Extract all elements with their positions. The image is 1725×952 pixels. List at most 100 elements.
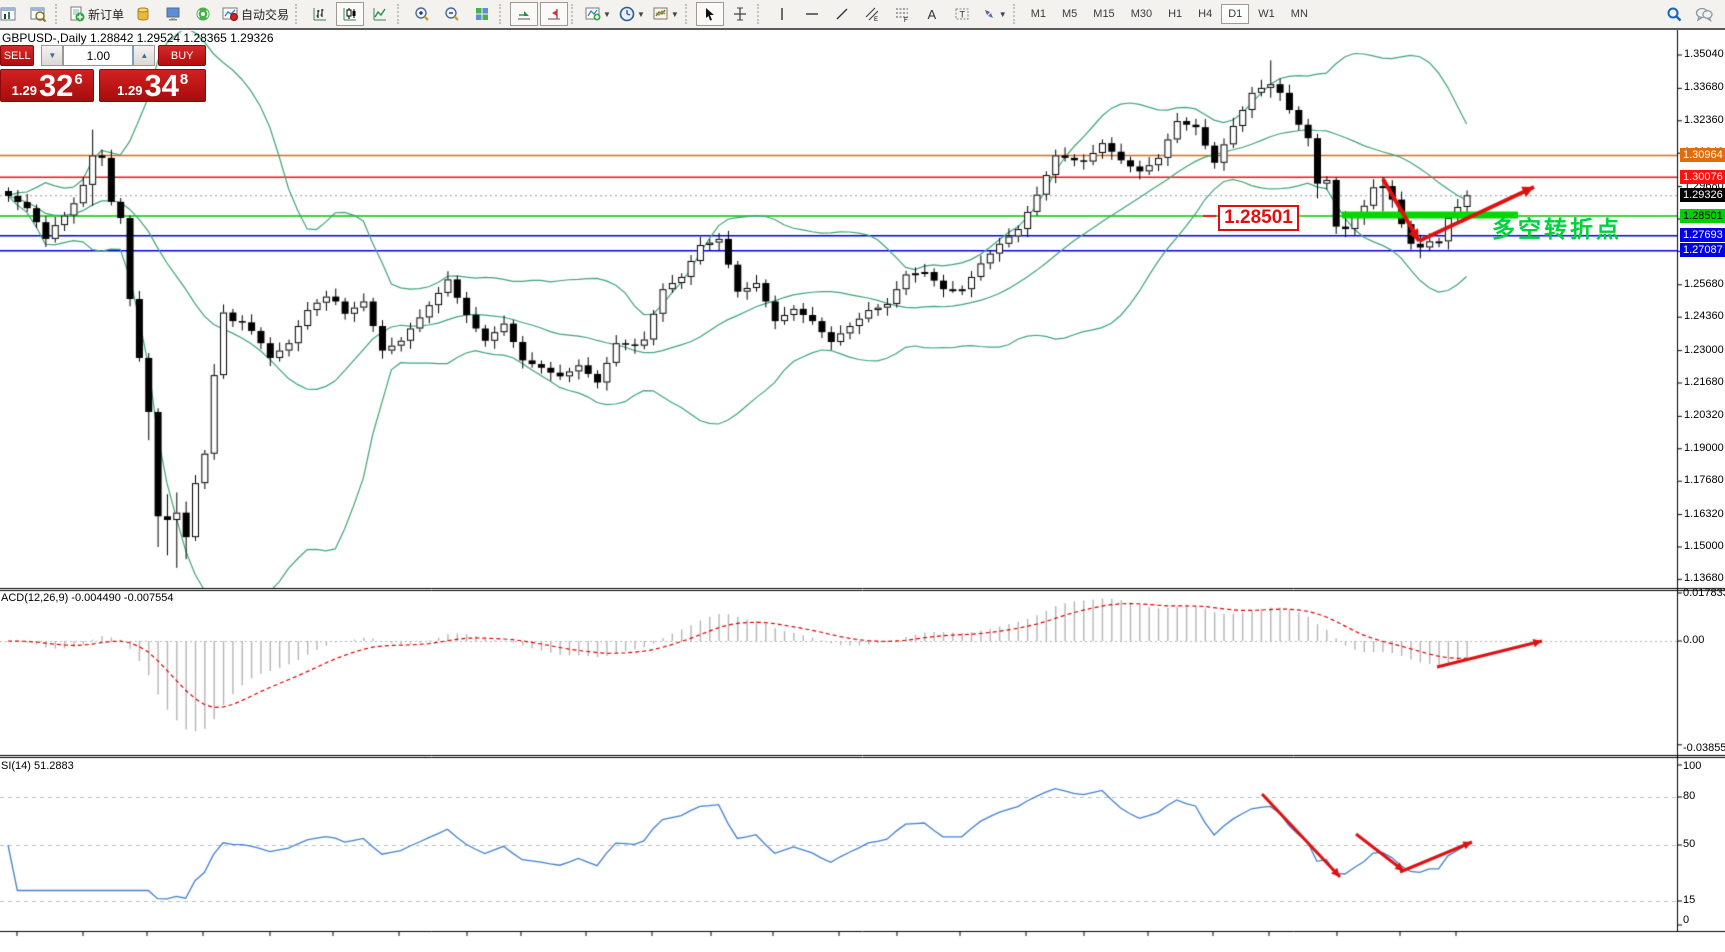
crosshair-button[interactable] bbox=[726, 2, 754, 26]
autotrading-button[interactable]: 自动交易 bbox=[219, 2, 292, 26]
price-badge: 1.30964 bbox=[1680, 148, 1725, 163]
equidistant-channel-button[interactable]: E bbox=[858, 2, 886, 26]
toolbar-grip bbox=[499, 4, 505, 24]
rsi-scale-50: 50 bbox=[1683, 838, 1696, 850]
trend-note-text[interactable]: 多空转折点 bbox=[1492, 216, 1622, 242]
zoom-out-button[interactable] bbox=[438, 2, 466, 26]
sell-price-pip: 6 bbox=[74, 71, 83, 88]
buy-price-pip: 8 bbox=[179, 71, 189, 88]
toolbar-grip bbox=[55, 4, 61, 24]
price-tick-label: 1.21680 bbox=[1684, 375, 1724, 388]
arrows-dropdown-caret[interactable]: ▼ bbox=[998, 9, 1007, 19]
periods-button[interactable]: ▼ bbox=[616, 2, 648, 26]
timeframe-h1[interactable]: H1 bbox=[1168, 8, 1183, 20]
one-click-trading-panel: SELL ▼ 1.00 ▲ BUY 1.29 32 6 1.29 34 8 bbox=[0, 45, 206, 102]
autotrading-label: 自动交易 bbox=[241, 7, 290, 22]
notifications-icon[interactable] bbox=[189, 2, 217, 26]
timeframe-mn[interactable]: MN bbox=[1290, 8, 1308, 20]
indicators-dropdown-caret[interactable]: ▼ bbox=[603, 9, 611, 19]
history-center-icon[interactable] bbox=[129, 2, 157, 26]
timeframe-d1[interactable]: D1 bbox=[1221, 4, 1250, 24]
price-tick-label: 1.33680 bbox=[1684, 81, 1724, 94]
price-tick-label: 1.16320 bbox=[1684, 507, 1724, 520]
indicators-button[interactable]: ▼ bbox=[582, 2, 614, 26]
svg-text:E: E bbox=[874, 17, 878, 22]
support-price-annotation[interactable]: 1.28501 bbox=[1218, 205, 1299, 231]
volume-input[interactable]: 1.00 bbox=[63, 45, 134, 66]
arrows-button[interactable]: ▼ bbox=[978, 2, 1010, 26]
candlestick-chart-button[interactable] bbox=[336, 2, 365, 26]
templates-dropdown-caret[interactable]: ▼ bbox=[670, 9, 679, 19]
chart-title: GBPUSD-,Daily 1.28842 1.29524 1.28365 1.… bbox=[2, 31, 274, 45]
price-tick-label: 1.35040 bbox=[1684, 48, 1724, 60]
price-badge: 1.29326 bbox=[1680, 188, 1725, 203]
svg-text:F: F bbox=[904, 18, 908, 22]
price-tick-label: 1.15000 bbox=[1684, 539, 1724, 552]
text-button[interactable]: A bbox=[927, 6, 937, 22]
buy-price-box[interactable]: 1.29 34 8 bbox=[99, 69, 206, 102]
sell-button[interactable]: SELL bbox=[0, 45, 35, 66]
tile-windows-button[interactable] bbox=[468, 2, 496, 26]
svg-text:T: T bbox=[959, 10, 965, 20]
timeframe-m1[interactable]: M1 bbox=[1030, 8, 1046, 20]
rsi-scale-80: 80 bbox=[1683, 790, 1696, 802]
chart-window-icon[interactable] bbox=[0, 2, 22, 26]
periods-dropdown-caret[interactable]: ▼ bbox=[636, 9, 645, 19]
price-badge: 1.27087 bbox=[1680, 243, 1725, 258]
sell-price-prefix: 1.29 bbox=[11, 83, 37, 98]
new-order-button[interactable]: 新订单 bbox=[66, 2, 127, 26]
data-window-icon[interactable] bbox=[24, 2, 52, 26]
volume-increase-button[interactable]: ▲ bbox=[133, 45, 156, 66]
fibonacci-button[interactable]: F bbox=[888, 2, 916, 26]
timeframe-m15[interactable]: M15 bbox=[1093, 8, 1115, 20]
community-icon[interactable] bbox=[1690, 2, 1718, 26]
cursor-button[interactable] bbox=[695, 2, 724, 26]
horizontal-line-button[interactable] bbox=[798, 2, 826, 26]
toolbar-grip bbox=[571, 4, 577, 24]
buy-price-big: 34 bbox=[144, 68, 179, 103]
zoom-in-button[interactable] bbox=[408, 2, 436, 26]
buy-button[interactable]: BUY bbox=[158, 45, 206, 66]
rsi-scale-0: 0 bbox=[1683, 914, 1690, 926]
price-badge: 1.27693 bbox=[1680, 228, 1725, 243]
macd-scale-max: 0.017833 bbox=[1683, 587, 1725, 599]
rsi-scale-100: 100 bbox=[1683, 760, 1702, 772]
line-chart-button[interactable] bbox=[366, 2, 394, 26]
terminal-icon[interactable] bbox=[159, 2, 187, 26]
toolbar-grip bbox=[295, 4, 301, 24]
volume-decrease-button[interactable]: ▼ bbox=[41, 45, 64, 66]
timeframe-w1[interactable]: W1 bbox=[1258, 8, 1275, 20]
price-tick-label: 1.13680 bbox=[1684, 572, 1724, 585]
price-badge: 1.30076 bbox=[1680, 169, 1725, 184]
sell-price-box[interactable]: 1.29 32 6 bbox=[0, 69, 95, 102]
price-tick-label: 1.24360 bbox=[1684, 310, 1724, 323]
bar-chart-button[interactable] bbox=[306, 2, 334, 26]
main-toolbar: 新订单 自动交易 ▼ ▼ bbox=[0, 0, 1725, 30]
price-tick-label: 1.17680 bbox=[1684, 474, 1724, 487]
toolbar-grip bbox=[1012, 4, 1019, 24]
timeframe-m5[interactable]: M5 bbox=[1062, 8, 1078, 20]
macd-scale-min: -0.038559 bbox=[1683, 742, 1725, 754]
price-badge: 1.28501 bbox=[1680, 208, 1725, 223]
timeframe-group: M1 M5 M15 M30 H1 H4 D1 W1 MN bbox=[1023, 4, 1316, 24]
trendline-button[interactable] bbox=[828, 2, 856, 26]
price-tick-label: 1.19000 bbox=[1684, 441, 1724, 454]
toolbar-grip bbox=[684, 4, 691, 24]
rsi-label: SI(14) 51.2883 bbox=[1, 760, 74, 772]
text-label-button[interactable]: T bbox=[948, 2, 976, 26]
auto-scroll-button[interactable] bbox=[510, 2, 539, 26]
search-icon[interactable] bbox=[1660, 2, 1688, 26]
toolbar-grip bbox=[397, 4, 403, 24]
timeframe-m30[interactable]: M30 bbox=[1130, 8, 1153, 20]
price-tick-label: 1.25680 bbox=[1684, 277, 1724, 290]
price-tick-label: 1.20320 bbox=[1684, 409, 1724, 422]
templates-button[interactable]: ▼ bbox=[650, 2, 682, 26]
vertical-line-button[interactable] bbox=[768, 2, 796, 26]
chart-shift-button[interactable] bbox=[540, 2, 569, 26]
toolbar-grip bbox=[756, 4, 763, 24]
macd-label: ACD(12,26,9) -0.004490 -0.007554 bbox=[1, 592, 174, 604]
timeframe-h4[interactable]: H4 bbox=[1198, 8, 1213, 20]
price-tick-label: 1.23000 bbox=[1684, 343, 1724, 356]
